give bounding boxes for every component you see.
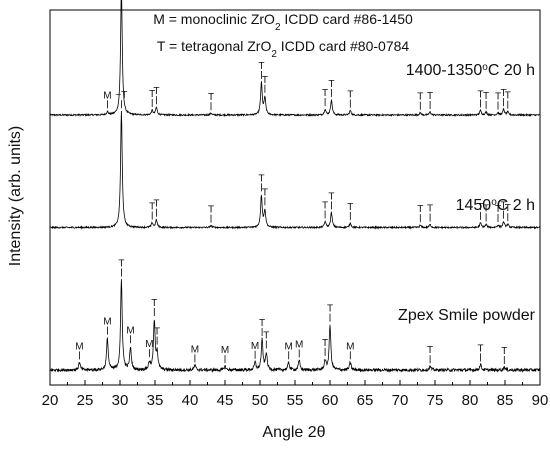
peak-label: T: [258, 173, 264, 184]
peak-label: T: [417, 204, 423, 215]
peak-label: T: [149, 201, 155, 212]
peak-label: T: [501, 346, 507, 357]
x-tick-label: 35: [147, 392, 164, 409]
x-tick-label: 25: [77, 392, 94, 409]
x-tick-label: 75: [427, 392, 444, 409]
series-label-suffix: C 2 h: [497, 197, 535, 214]
x-tick-label: 65: [357, 392, 374, 409]
peak-label: T: [208, 92, 214, 103]
x-tick-label: 45: [217, 392, 234, 409]
x-tick-label: 20: [42, 392, 59, 409]
peak-label: T: [328, 191, 334, 202]
peak-label: M: [346, 341, 354, 352]
peak-label: T: [118, 259, 124, 270]
peak-label: T: [427, 345, 433, 356]
peak-label: M: [103, 90, 111, 101]
peak-label: T: [262, 75, 268, 86]
peak-label: M: [251, 341, 259, 352]
xrd-trace: [49, 110, 541, 230]
peak-label: T: [149, 89, 155, 100]
peak-label: T: [347, 89, 353, 100]
xrd-trace: [49, 279, 541, 373]
y-axis-title: Intensity (arb. units): [7, 126, 24, 267]
peak-label: T: [262, 187, 268, 198]
peak-label: M: [295, 339, 303, 350]
x-tick-label: 60: [322, 392, 339, 409]
x-tick-label: 55: [287, 392, 304, 409]
peak-label: M: [103, 317, 111, 328]
peak-label: T: [427, 203, 433, 214]
peak-label: T: [501, 201, 507, 212]
peak-label: T: [495, 92, 501, 103]
peak-label: T: [153, 86, 159, 97]
trace-labels: 1400-1350oC 20 h 1450oC 2 h Zpex Smile pow…: [398, 62, 536, 325]
peak-label: T: [151, 298, 157, 309]
series-label: 1400-1350oC 20 h: [406, 62, 535, 80]
peak-label: T: [505, 203, 511, 214]
peak-label: T: [347, 202, 353, 213]
peak-label: M: [145, 339, 153, 350]
legend-suffix: ICDD card #86-1450: [281, 11, 414, 27]
peak-label: T: [153, 199, 159, 210]
peak-label: T: [417, 92, 423, 103]
series-label-suffix: C 20 h: [488, 62, 535, 79]
x-tick-label: 90: [532, 392, 549, 409]
peak-label: T: [477, 89, 483, 100]
peak-label: T: [259, 318, 265, 329]
degree-superscript: o: [491, 197, 497, 208]
peak-label: T: [322, 88, 328, 99]
peak-label: T: [477, 202, 483, 213]
peak-label: T: [477, 343, 483, 354]
peak-label: T: [154, 327, 160, 338]
xrd-traces: [49, 0, 541, 373]
peak-label: M: [285, 341, 293, 352]
peak-label: T: [501, 88, 507, 99]
legend-monoclinic: M = monoclinic ZrO2 ICDD card #86-1450: [153, 11, 413, 33]
x-tick-label: 85: [497, 392, 514, 409]
series-label: 1450oC 2 h: [456, 197, 535, 215]
legend-tetragonal: T = tetragonal ZrO2 ICDD card #80-0784: [157, 38, 410, 60]
x-tick-label: 50: [252, 392, 269, 409]
legend-subscript: 2: [275, 22, 281, 33]
x-axis-title: Angle 2θ: [262, 424, 325, 441]
peak-label: T: [505, 91, 511, 102]
peak-label: T: [208, 205, 214, 216]
peak-label: T: [327, 304, 333, 315]
x-tick-label: 30: [112, 392, 129, 409]
peak-label: M: [221, 345, 229, 356]
peak-label: T: [328, 79, 334, 90]
x-tick-label: 80: [462, 392, 479, 409]
x-tick-label: 40: [182, 392, 199, 409]
peak-label: T: [483, 91, 489, 102]
peak-label: T: [258, 61, 264, 72]
peak-label: M: [75, 341, 83, 352]
peak-label: T: [495, 204, 501, 215]
peak-label: M: [126, 325, 134, 336]
legend-suffix: ICDD card #80-0784: [277, 38, 410, 54]
x-axis-ticks: 20 25 30 35 40 45 50 55 60 65 70 75 80 85 90: [42, 380, 549, 409]
xrd-trace: [49, 0, 541, 118]
peak-label: M: [191, 344, 199, 355]
peak-label: T: [263, 330, 269, 341]
x-tick-label: 70: [392, 392, 409, 409]
peak-label: ~T: [115, 90, 127, 101]
peak-label: T: [322, 200, 328, 211]
degree-superscript: o: [482, 62, 488, 73]
series-label: Zpex Smile powder: [398, 307, 536, 324]
peak-label: T: [483, 203, 489, 214]
peak-labels: MTTTTTTTTTTTTTTTT~TTTTTTTTTTTTTTTTMMTMMT…: [75, 61, 511, 364]
peak-label: T: [322, 338, 328, 349]
legend-subscript: 2: [271, 49, 277, 60]
peak-label: T: [427, 91, 433, 102]
